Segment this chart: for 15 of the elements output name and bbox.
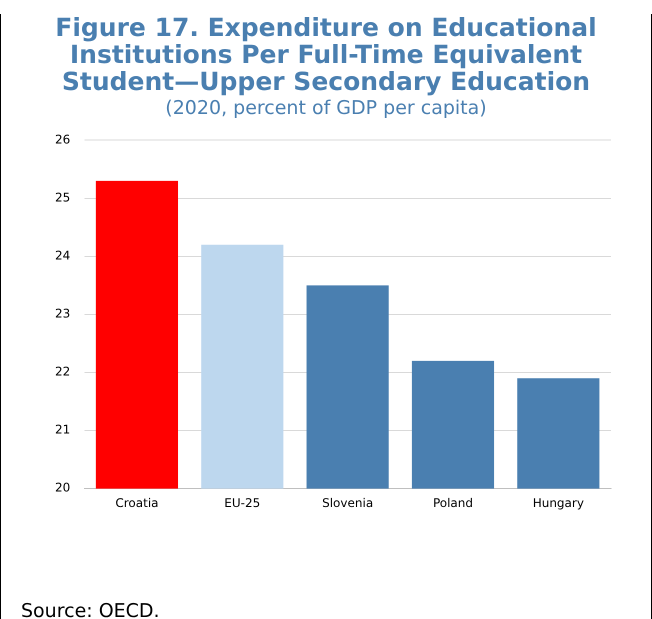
x-tick-label: Hungary [532, 496, 584, 510]
x-tick-label: EU-25 [224, 496, 260, 510]
x-tick-label: Poland [432, 496, 474, 510]
y-tick-label: 24 [54, 248, 70, 262]
y-tick-label: 23 [54, 306, 70, 321]
y-tick-label: 21 [54, 422, 70, 437]
source-note: Source: OECD. [21, 600, 160, 619]
x-tick-label: Slovenia [322, 496, 374, 510]
y-tick-label: 22 [54, 364, 70, 379]
x-tick-label: Croatia [115, 496, 159, 510]
y-tick-label: 26 [54, 132, 70, 146]
y-tick-label: 25 [54, 190, 70, 204]
y-tick-label: 20 [54, 480, 70, 495]
chart-subtitle: (2020, percent of GDP per capita) [164, 97, 488, 119]
chart-title: Figure 17. Expenditure on Educational Institutions Per Full-Time Equivalent Student—Upper Secondary Education [54, 13, 598, 96]
